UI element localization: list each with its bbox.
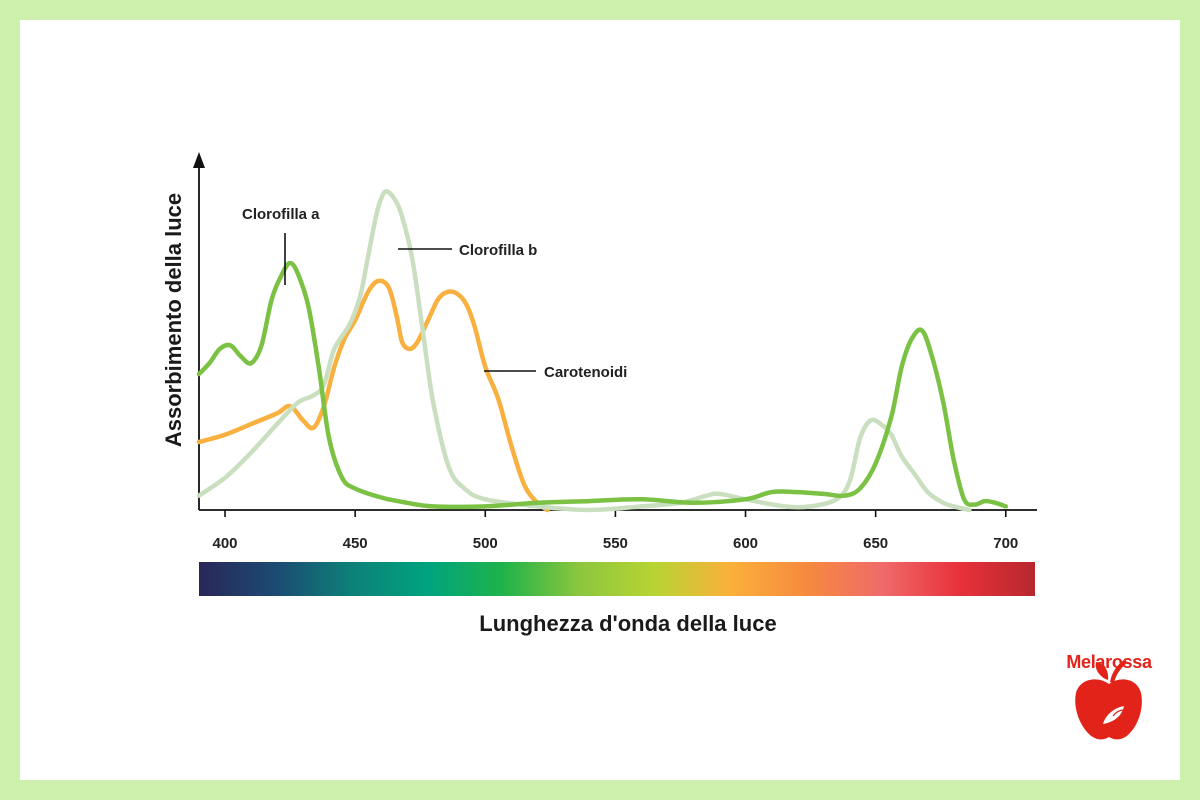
x-tick-label-400: 400 <box>213 535 238 552</box>
series-line-clorofilla-b <box>196 189 972 513</box>
y-axis-title: Assorbimento della luce <box>161 193 186 447</box>
apple-logo-icon <box>1075 660 1142 740</box>
x-axis-title: Lunghezza d'onda della luce <box>479 611 776 636</box>
x-tick-label-600: 600 <box>733 535 758 552</box>
brand-name: Melarossa <box>1066 652 1152 672</box>
y-axis-arrow <box>193 152 205 168</box>
spectrum-colorbar <box>199 562 1035 596</box>
series-line-clorofilla-a <box>196 260 1009 510</box>
x-tick-label-700: 700 <box>993 535 1018 552</box>
x-tick-label-550: 550 <box>603 535 628 552</box>
x-tick-labels: 400 450 500 550 600 650 700 <box>213 535 1019 552</box>
figure-card <box>20 20 1180 780</box>
series-layer <box>196 189 1009 513</box>
series-label-clorofilla-b: Clorofilla b <box>459 242 537 259</box>
brand: Melarossa <box>1055 652 1163 673</box>
x-tick-label-450: 450 <box>343 535 368 552</box>
series-line-carotenoidi <box>196 278 550 513</box>
series-label-carotenoidi: Carotenoidi <box>544 364 627 381</box>
x-tick-label-500: 500 <box>473 535 498 552</box>
x-ticks <box>224 510 1007 517</box>
series-label-clorofilla-a: Clorofilla a <box>242 206 320 223</box>
x-tick-label-650: 650 <box>863 535 888 552</box>
